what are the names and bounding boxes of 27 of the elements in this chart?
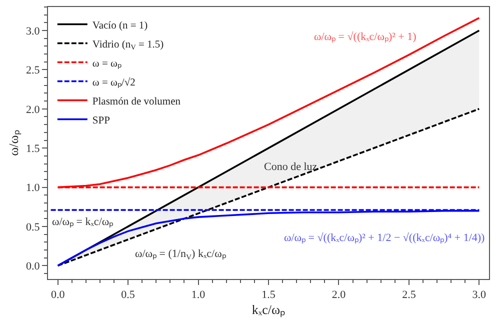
x-tick-label: 0.5 (121, 289, 136, 302)
y-tick-label: 1.0 (26, 182, 40, 194)
y-tick-label: 1.5 (26, 142, 40, 155)
annotation: ω/ωₚ = √((kₓc/ωₚ)² + 1/2 − √((kₓc/ωₚ)⁴ + 1/4)) (284, 232, 486, 244)
x-tick-label: 3.0 (472, 289, 487, 302)
legend-label: Plasmón de volumen (92, 96, 182, 108)
annotation: Cono de luz (264, 161, 318, 173)
x-tick-label: 1.0 (191, 289, 206, 302)
x-tick-label: 2.5 (402, 289, 416, 302)
y-tick-label: 0.5 (26, 221, 40, 234)
x-tick-label: 1.5 (262, 289, 276, 302)
y-axis-title: ω/ωₚ (6, 130, 22, 156)
legend-label: ω = ωₚ (92, 58, 122, 70)
legend-label: ω = ωₚ/√2 (92, 76, 136, 88)
y-tick-label: 2.5 (26, 64, 40, 77)
y-tick-label: 0.0 (26, 260, 40, 273)
y-tick-label: 2.0 (26, 104, 40, 116)
legend-label: Vacío (n = 1) (92, 20, 148, 32)
legend-label: Vidrio (n$_{V}$ = 1.5) (92, 39, 164, 52)
x-tick-label: 0.0 (50, 289, 66, 302)
y-tick-label: 3.0 (26, 25, 40, 38)
annotation: ω/ωₚ = (1/n$_{V}$) kₓc/ωₚ (135, 248, 226, 262)
legend-label: SPP (92, 115, 110, 126)
annotation: ω/ωₚ = √((kₓc/ωₚ)² + 1) (314, 31, 417, 43)
x-tick-label: 2.0 (332, 289, 346, 302)
annotation: ω/ωₚ = kₓc/ωₚ (52, 216, 114, 228)
x-axis-title: kₓc/ωₚ (252, 302, 286, 318)
